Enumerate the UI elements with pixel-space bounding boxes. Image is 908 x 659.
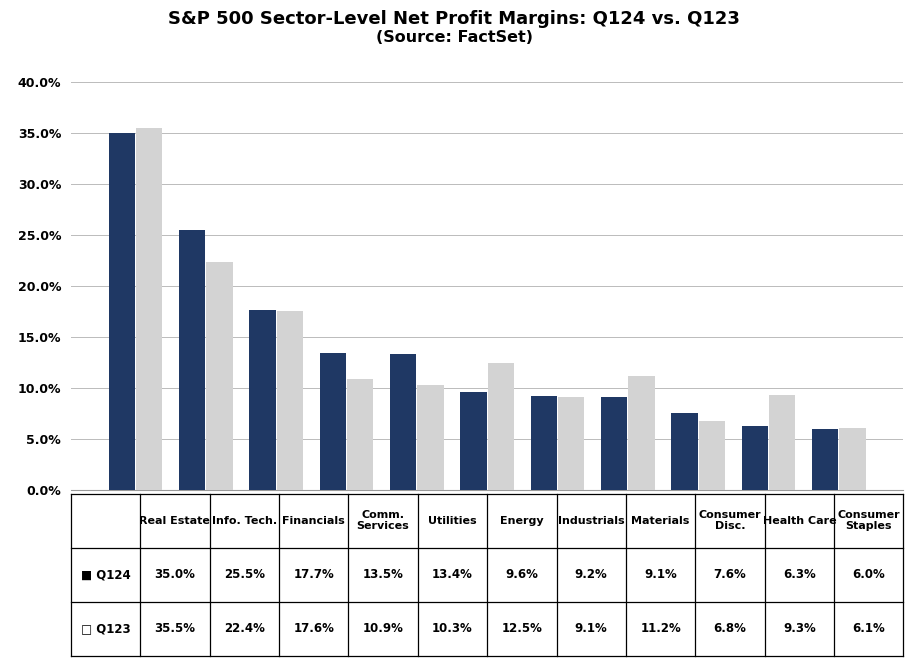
Text: 13.5%: 13.5% (362, 568, 403, 581)
Bar (206, 262, 232, 490)
Text: 11.2%: 11.2% (640, 622, 681, 635)
Text: Financials: Financials (282, 515, 345, 526)
Text: Comm.
Services: Comm. Services (357, 510, 410, 531)
Text: 12.5%: 12.5% (501, 622, 542, 635)
Text: Energy: Energy (500, 515, 544, 526)
Text: 22.4%: 22.4% (224, 622, 265, 635)
Bar (769, 395, 795, 490)
Text: 7.6%: 7.6% (714, 568, 746, 581)
Bar (628, 376, 655, 490)
Bar (488, 363, 514, 490)
Text: 35.0%: 35.0% (154, 568, 195, 581)
Bar (320, 353, 346, 490)
Bar (109, 133, 135, 490)
Bar (460, 392, 487, 490)
Text: Consumer
Staples: Consumer Staples (837, 510, 900, 531)
Bar (136, 129, 163, 490)
Text: 17.7%: 17.7% (293, 568, 334, 581)
Bar (418, 386, 444, 490)
Text: 35.5%: 35.5% (154, 622, 195, 635)
Text: 10.9%: 10.9% (362, 622, 403, 635)
Text: Info. Tech.: Info. Tech. (212, 515, 277, 526)
Text: Utilities: Utilities (429, 515, 477, 526)
Text: Real Estate: Real Estate (140, 515, 211, 526)
Bar (742, 426, 768, 490)
Text: Health Care: Health Care (763, 515, 836, 526)
Bar (601, 397, 627, 490)
Bar (179, 230, 205, 490)
Bar (390, 354, 416, 490)
Bar (347, 379, 373, 490)
Text: □ Q123: □ Q123 (81, 622, 131, 635)
Bar (671, 413, 697, 490)
Bar (250, 310, 276, 490)
Text: Industrials: Industrials (558, 515, 625, 526)
Text: ■ Q124: ■ Q124 (81, 568, 131, 581)
Text: 9.1%: 9.1% (575, 622, 607, 635)
Bar (530, 397, 557, 490)
Bar (698, 421, 725, 490)
Text: 13.4%: 13.4% (432, 568, 473, 581)
Text: 6.8%: 6.8% (714, 622, 746, 635)
Bar (277, 311, 303, 490)
Text: 25.5%: 25.5% (223, 568, 265, 581)
Text: 6.1%: 6.1% (853, 622, 885, 635)
Text: S&P 500 Sector-Level Net Profit Margins: Q124 vs. Q123: S&P 500 Sector-Level Net Profit Margins:… (168, 10, 740, 28)
Text: 9.2%: 9.2% (575, 568, 607, 581)
Text: 17.6%: 17.6% (293, 622, 334, 635)
Text: Consumer
Disc.: Consumer Disc. (698, 510, 761, 531)
Text: 6.0%: 6.0% (853, 568, 885, 581)
Text: 9.3%: 9.3% (783, 622, 815, 635)
Text: 9.6%: 9.6% (506, 568, 538, 581)
Text: 6.3%: 6.3% (783, 568, 815, 581)
Text: 10.3%: 10.3% (432, 622, 473, 635)
Bar (558, 397, 585, 490)
Text: (Source: FactSet): (Source: FactSet) (376, 30, 532, 45)
Bar (812, 429, 838, 490)
Text: Materials: Materials (631, 515, 690, 526)
Text: 9.1%: 9.1% (645, 568, 677, 581)
Bar (839, 428, 865, 490)
